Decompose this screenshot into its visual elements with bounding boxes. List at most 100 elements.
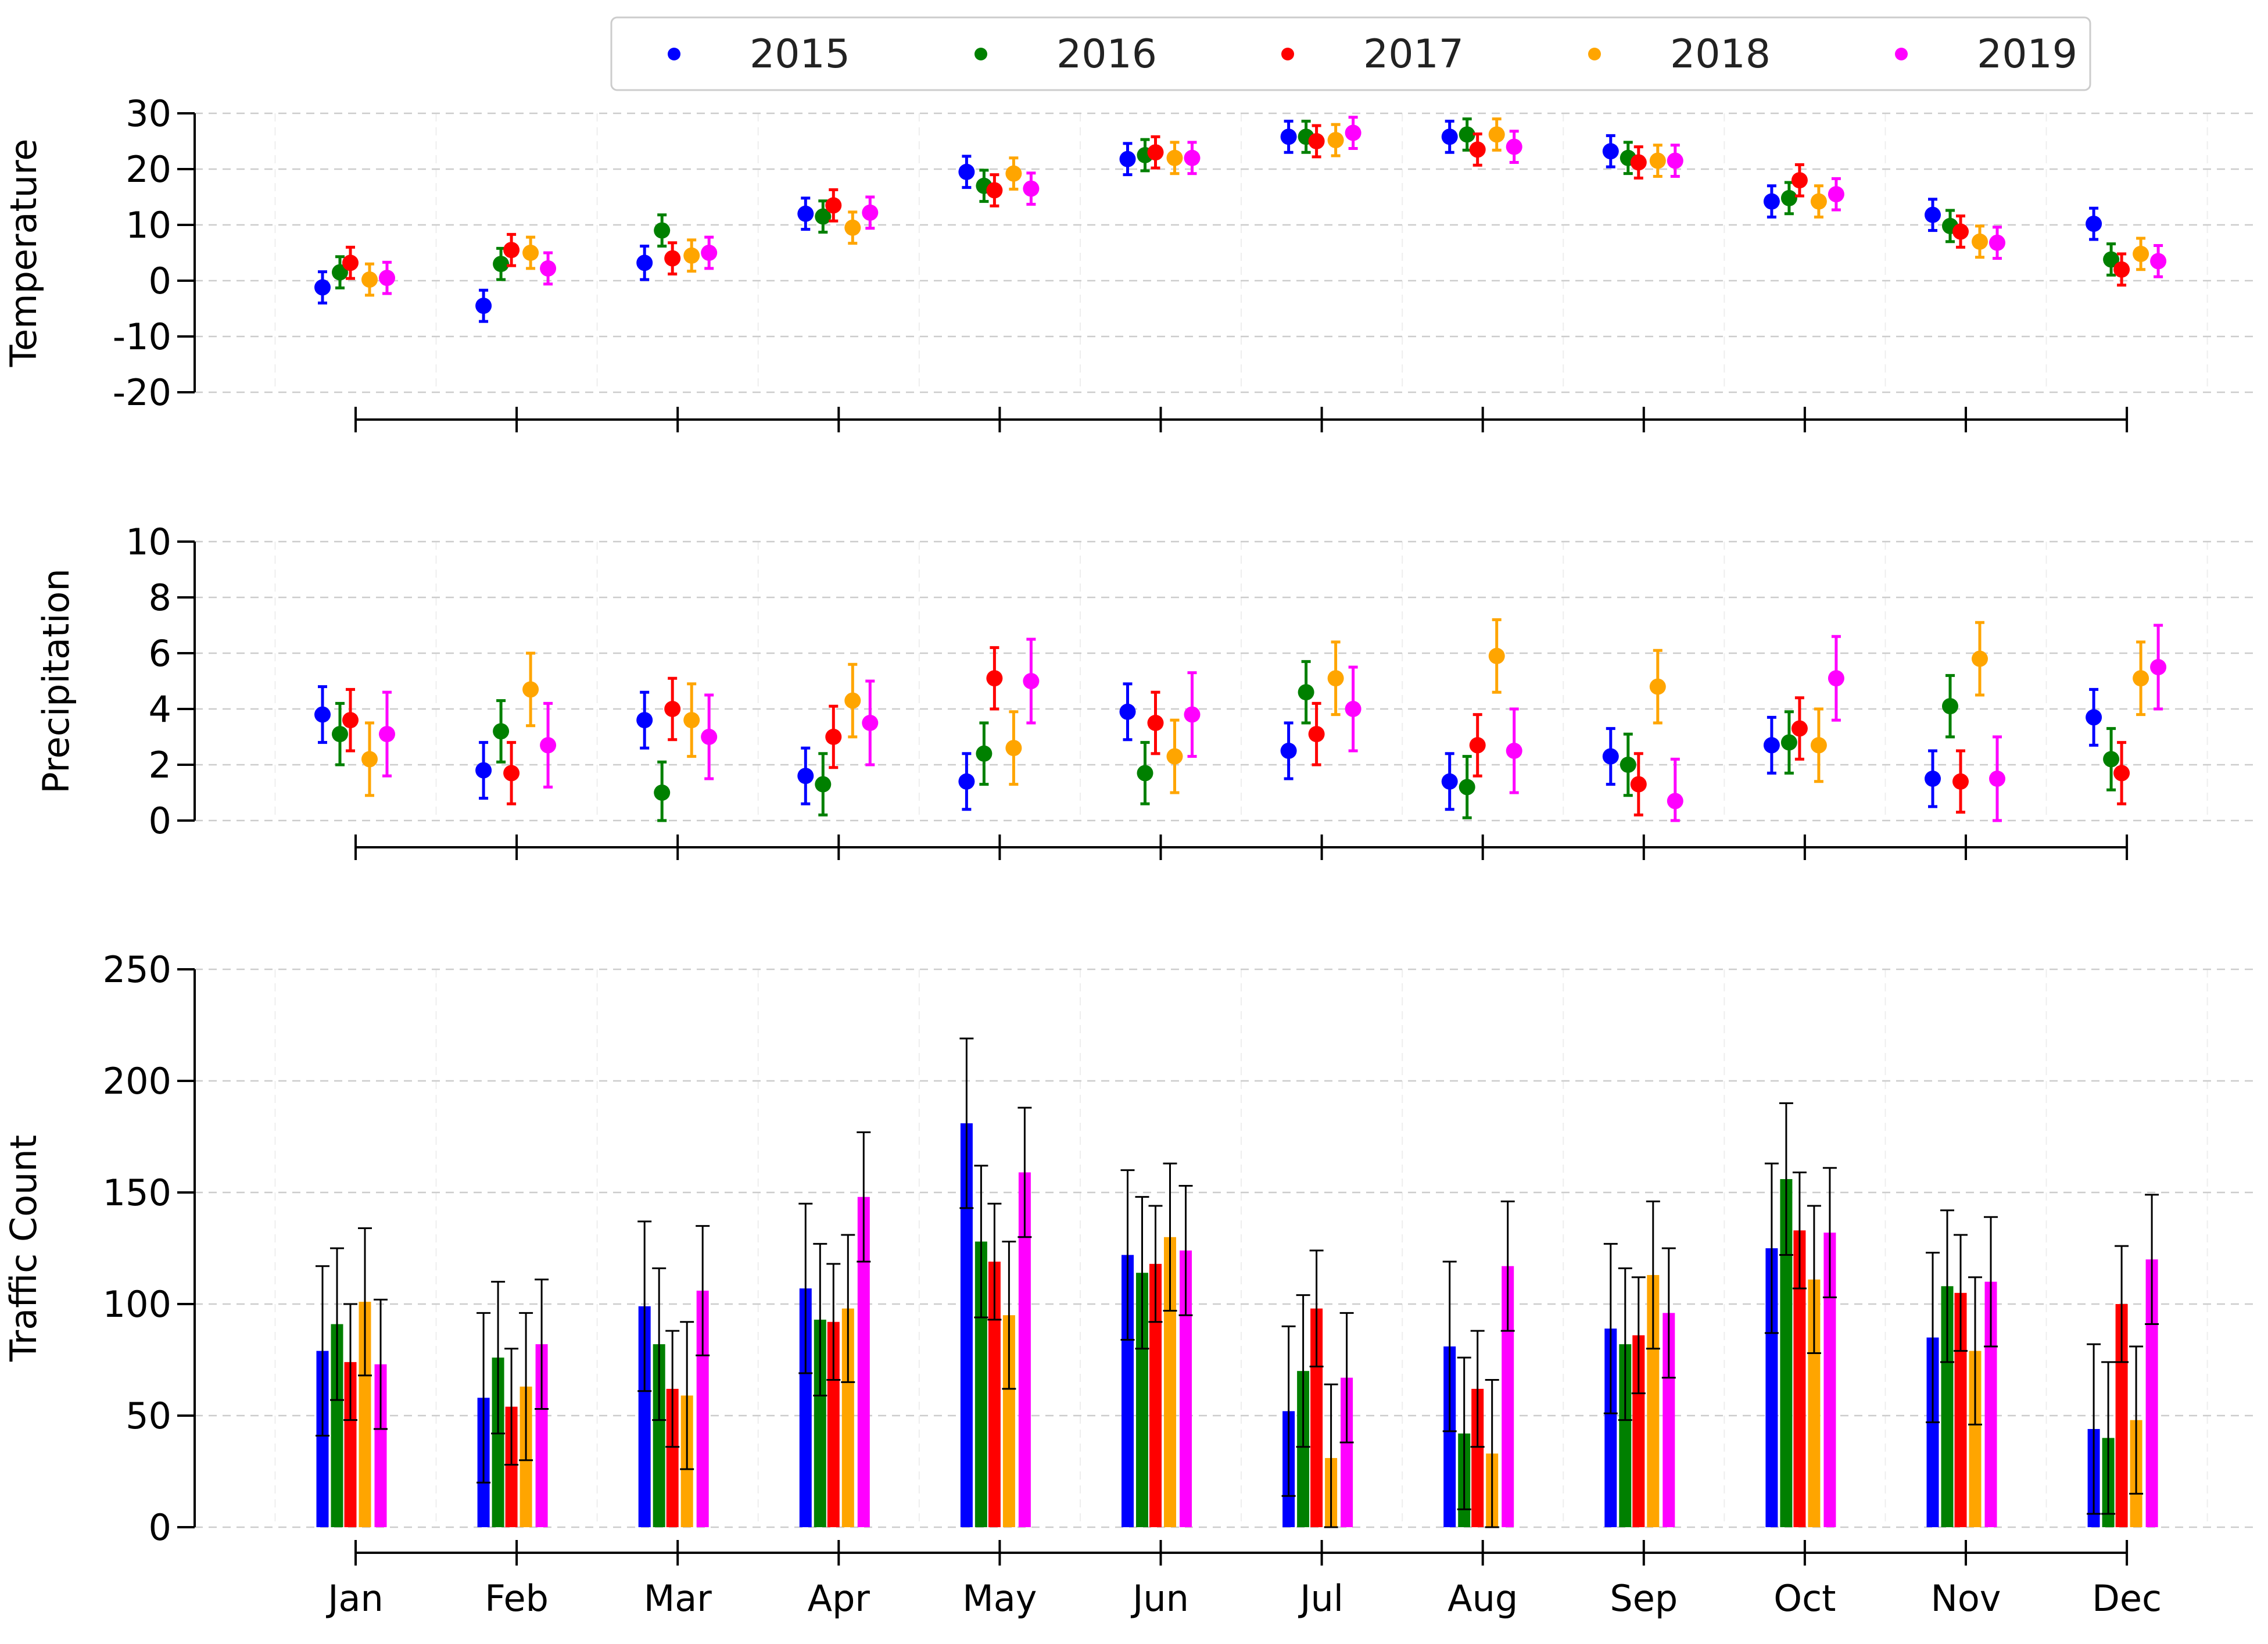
y-tick-label: 10 [126, 204, 171, 246]
bar-2019-Jul [1341, 1377, 1353, 1527]
bar-2017-May [988, 1262, 1001, 1527]
bar-2018-Apr [841, 1308, 854, 1527]
point-2016-Feb [493, 723, 510, 740]
legend-label-2017: 2017 [1363, 31, 1464, 77]
bar-2015-Apr [799, 1288, 812, 1527]
y-tick-label: 8 [149, 576, 171, 619]
point-2017-Dec [2113, 765, 2130, 782]
point-2019-Jun [1184, 706, 1201, 723]
y-tick-label: 10 [126, 521, 171, 563]
bar-2019-Oct [1823, 1233, 1836, 1527]
x-tick-label: May [962, 1577, 1037, 1620]
y-tick-label: 4 [149, 688, 171, 730]
y-axis-title: Traffic Count [2, 1135, 45, 1362]
point-2015-May [958, 773, 975, 790]
bar-2018-Sep [1647, 1275, 1660, 1527]
legend-label-2018: 2018 [1670, 31, 1771, 77]
bar-2019-Dec [2145, 1259, 2158, 1527]
point-2015-Apr [797, 768, 814, 785]
point-2018-Jun [1166, 149, 1183, 166]
bar-2017-Feb [505, 1406, 518, 1527]
point-2017-Aug [1469, 141, 1486, 158]
bar-2017-Dec [2115, 1304, 2128, 1527]
temperature-panel: -20 -10 0 10 20 30 Temperature [2, 92, 2255, 432]
point-2019-May [1023, 673, 1040, 689]
point-2019-Dec [2150, 659, 2167, 675]
point-2017-Jun [1147, 144, 1164, 161]
point-2015-Jan [314, 279, 331, 296]
point-2015-Mar [636, 712, 653, 729]
legend-label-2016: 2016 [1056, 31, 1157, 77]
point-2015-Jul [1280, 128, 1297, 145]
x-tick-label: Feb [485, 1577, 549, 1620]
bar-2017-Jun [1149, 1263, 1162, 1527]
point-2019-Jul [1345, 124, 1361, 141]
bar-2018-Jun [1164, 1237, 1176, 1527]
point-2019-Nov [1989, 771, 2005, 787]
point-2019-Apr [862, 204, 879, 221]
bar-2015-Sep [1604, 1328, 1617, 1527]
point-2015-Feb [475, 762, 492, 779]
legend-label-2019: 2019 [1977, 31, 2077, 77]
point-2018-Jul [1327, 132, 1344, 149]
point-2017-Aug [1469, 737, 1486, 754]
point-2015-Apr [797, 205, 814, 222]
point-2017-Sep [1630, 776, 1647, 793]
bar-2019-Mar [696, 1290, 709, 1527]
y-axis-title: Precipitation [35, 568, 77, 794]
legend: 2015 2016 2017 2018 2019 [610, 16, 2091, 91]
point-2016-Oct [1780, 734, 1797, 751]
point-2016-Mar [654, 785, 671, 801]
x-tick-label: Apr [808, 1577, 870, 1620]
bar-2019-Feb [535, 1344, 548, 1527]
point-2015-Aug [1441, 128, 1458, 145]
bar-2016-Jun [1136, 1273, 1148, 1527]
bar-2016-Feb [492, 1358, 504, 1527]
point-2018-Jul [1327, 670, 1344, 687]
legend-marker-2016 [974, 48, 987, 60]
point-2019-Apr [862, 715, 879, 731]
y-tick-label: 2 [149, 744, 171, 786]
x-tick-label: Jan [325, 1577, 384, 1620]
point-2017-Apr [825, 197, 842, 214]
point-2015-Feb [475, 298, 492, 314]
y-tick-label: 0 [149, 1506, 171, 1549]
y-tick-label: 100 [103, 1283, 171, 1326]
bar-2016-Sep [1619, 1344, 1632, 1527]
y-tick-label: 200 [103, 1060, 171, 1102]
y-tick-label: 150 [103, 1172, 171, 1214]
point-2016-Aug [1459, 126, 1475, 143]
legend-marker-2018 [1588, 48, 1601, 60]
point-2019-Jun [1184, 149, 1201, 166]
point-2018-Sep [1649, 152, 1666, 169]
point-2015-Mar [636, 255, 653, 271]
point-2016-Sep [1620, 757, 1636, 773]
point-2016-Apr [815, 208, 832, 225]
bar-2019-Nov [1984, 1281, 1997, 1527]
legend-label-2015: 2015 [750, 31, 850, 77]
x-tick-label: Jul [1298, 1577, 1343, 1620]
point-2016-Jul [1298, 684, 1314, 701]
point-2015-Oct [1763, 737, 1780, 754]
point-2015-Dec [2086, 216, 2102, 232]
x-tick-label: Dec [2092, 1577, 2162, 1620]
point-2018-Oct [1810, 737, 1827, 754]
bar-2017-Mar [666, 1388, 679, 1527]
point-2018-Nov [1972, 233, 1988, 250]
x-tick-label: Jun [1130, 1577, 1189, 1620]
bar-2017-Oct [1793, 1230, 1806, 1527]
point-2018-Apr [844, 219, 861, 236]
bar-2016-Jul [1297, 1371, 1310, 1527]
point-2016-Nov [1942, 698, 1958, 715]
legend-frame [610, 16, 2091, 91]
point-2018-May [1005, 740, 1022, 757]
bar-2017-Jan [344, 1362, 357, 1527]
bar-2016-Mar [653, 1344, 665, 1527]
bar-2019-Jan [374, 1364, 387, 1527]
point-2017-Jun [1147, 715, 1164, 731]
point-2019-Dec [2150, 253, 2167, 270]
point-2015-Jan [314, 706, 331, 723]
point-2017-Apr [825, 729, 842, 745]
y-axis-title: Temperature [2, 139, 45, 368]
point-2018-May [1005, 165, 1022, 182]
